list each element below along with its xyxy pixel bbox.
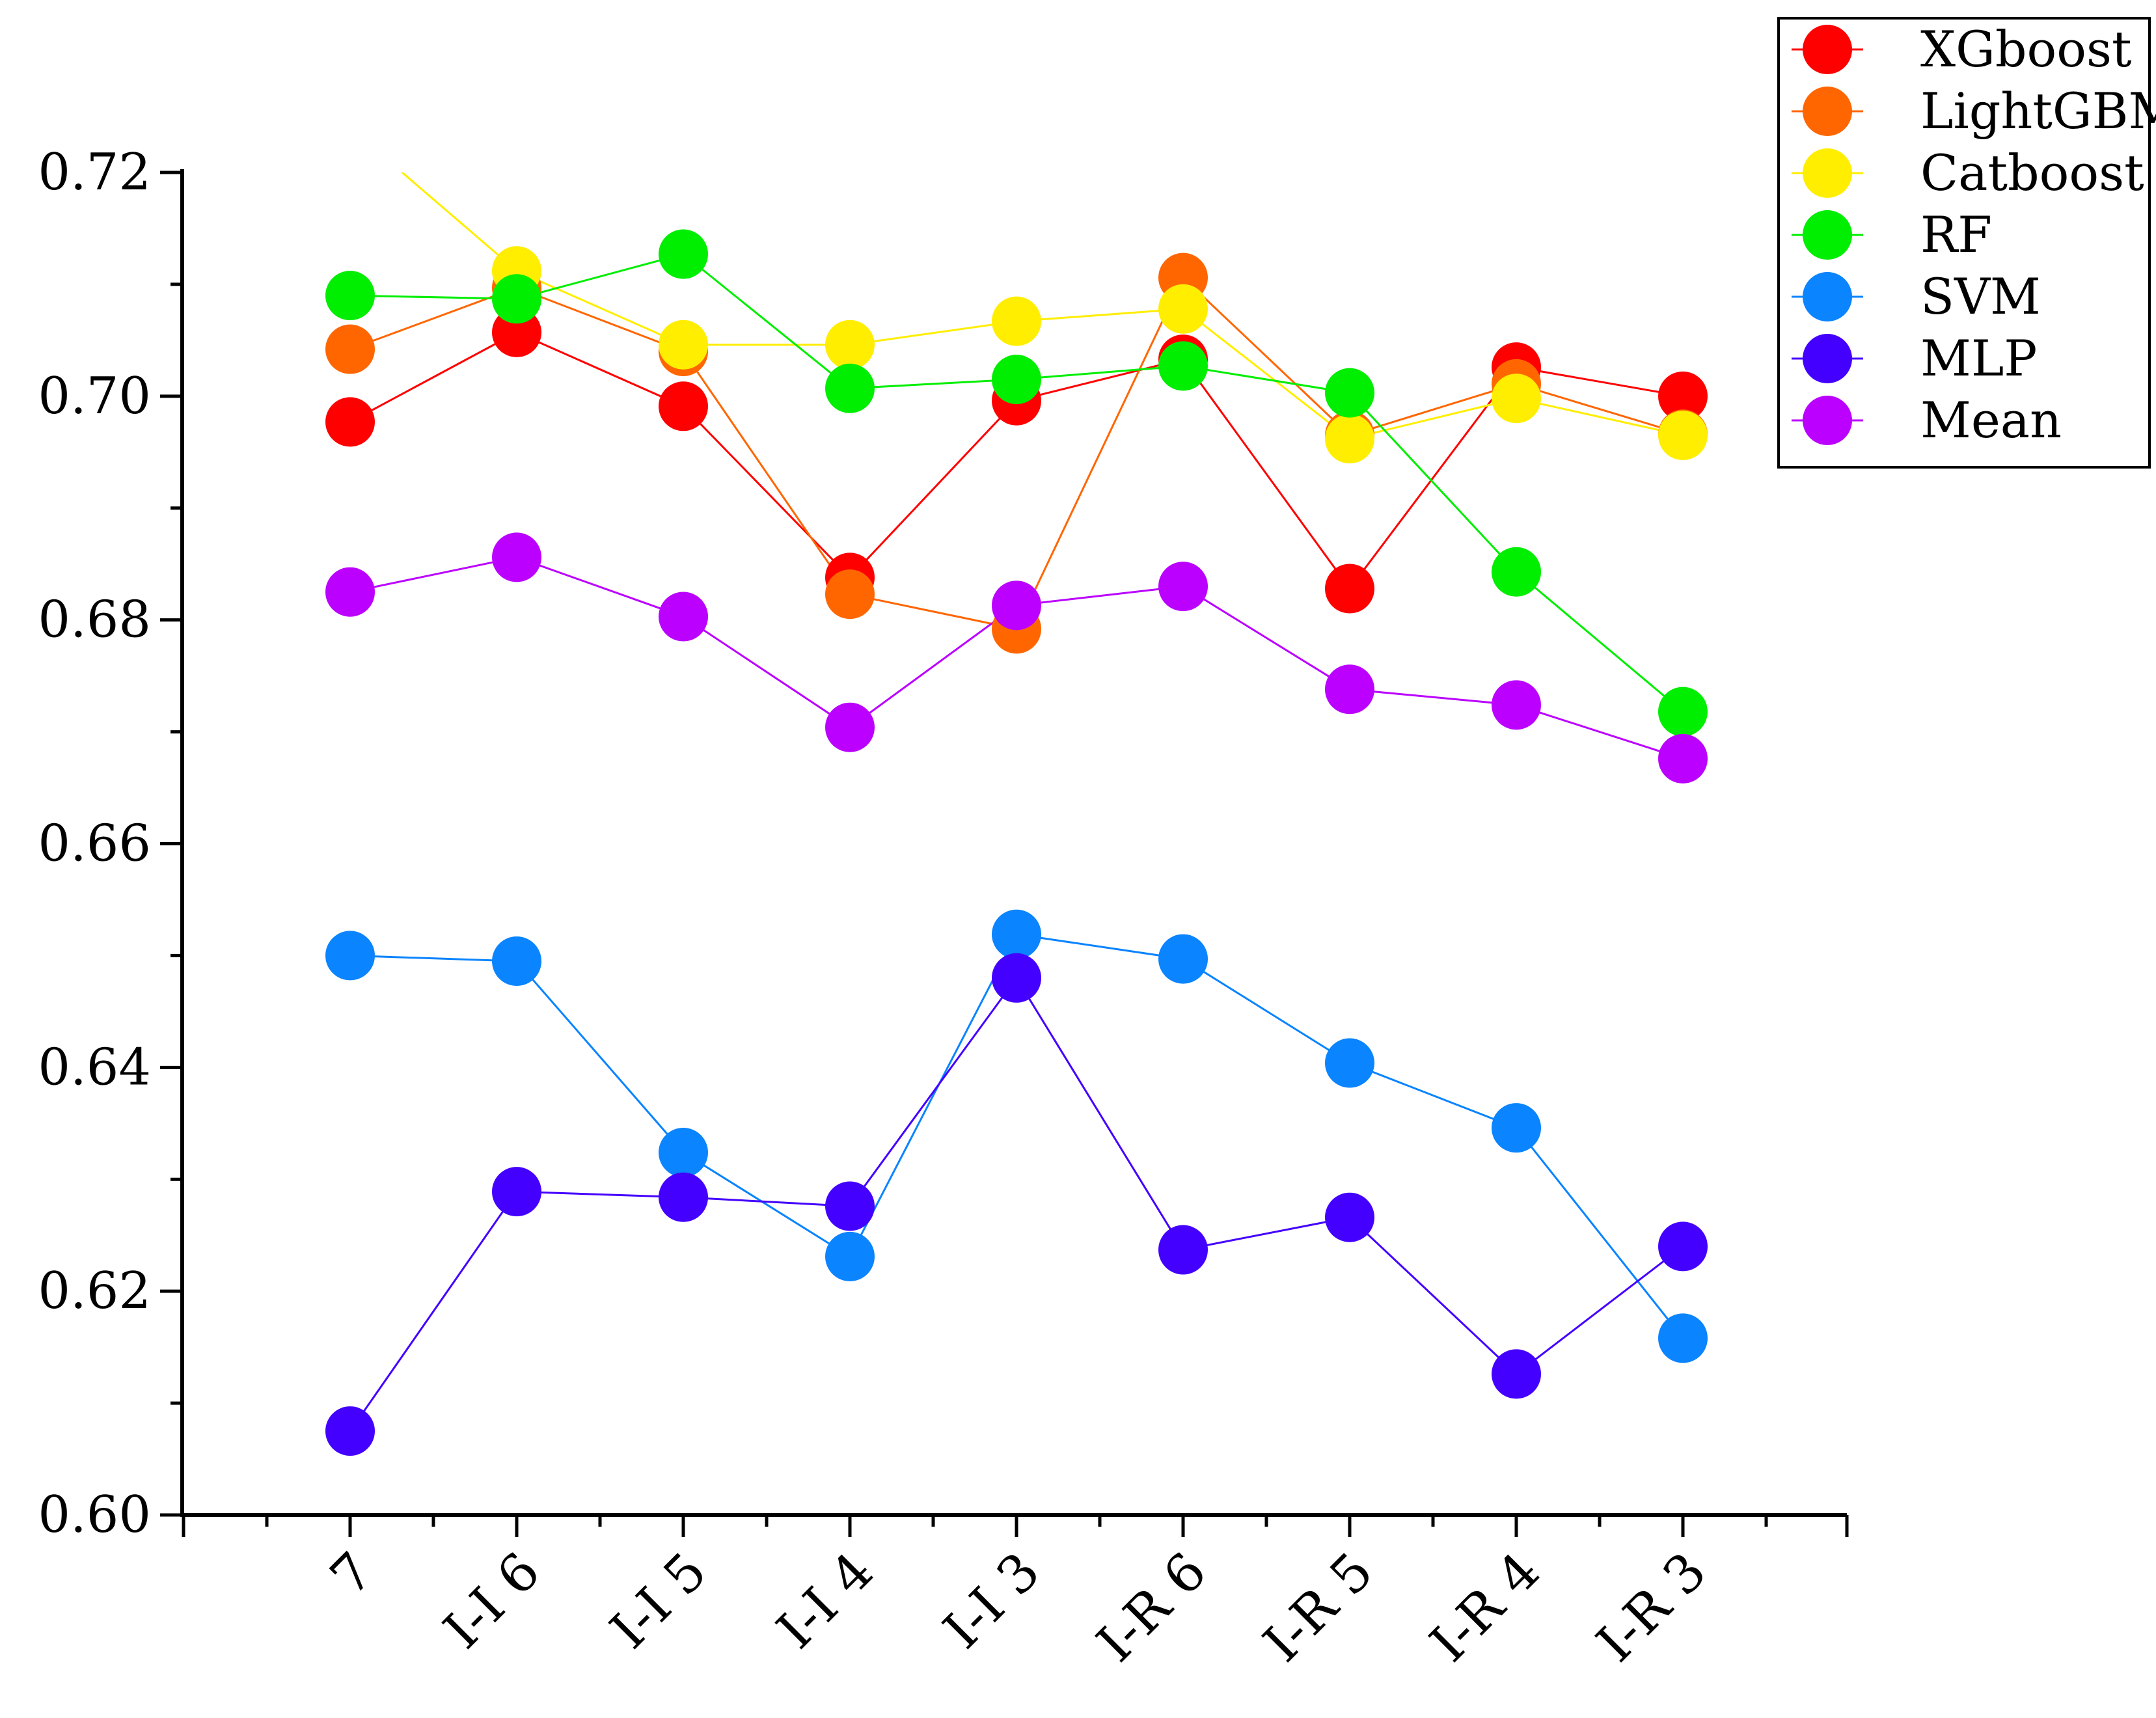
data-point-xgboost (325, 397, 375, 447)
data-point-svm (825, 1231, 875, 1281)
y-tick-label: 0.70 (38, 367, 151, 426)
data-point-mean (492, 532, 541, 582)
data-point-svm (1492, 1103, 1541, 1153)
data-point-svm (1658, 1313, 1708, 1363)
data-point-catboost (825, 320, 875, 370)
data-point-xgboost (1658, 371, 1708, 421)
legend-marker-mean (1803, 396, 1852, 445)
data-point-rf (1492, 547, 1541, 597)
data-point-rf (492, 274, 541, 324)
data-point-mlp (492, 1167, 541, 1217)
y-tick-label: 0.66 (38, 815, 151, 873)
data-point-mean (325, 567, 375, 617)
axes: 0.60 0.62 0.64 0.66 0.68 0.70 0.72 7 I-I 6 I-I 5 I… (38, 143, 1849, 1674)
y-tick-label: 0.60 (38, 1486, 151, 1544)
data-point-mean (659, 592, 708, 642)
legend-marker-rf (1803, 210, 1852, 260)
data-point-mlp (1492, 1349, 1541, 1399)
data-point-rf (1658, 687, 1708, 737)
data-point-mlp (325, 1406, 375, 1456)
x-tick-label: 7 (319, 1541, 385, 1607)
data-point-mean (1492, 680, 1541, 730)
legend-marker-mlp (1803, 334, 1852, 383)
data-point-mlp (992, 953, 1041, 1003)
data-point-svm (992, 909, 1041, 959)
y-tick-label: 0.68 (38, 591, 151, 649)
data-point-mean (1325, 664, 1374, 715)
x-tick-label: I-I 3 (932, 1541, 1052, 1661)
data-point-rf (1325, 368, 1374, 418)
legend-label-mean: Mean (1920, 391, 2062, 449)
data-point-mlp (1325, 1192, 1374, 1242)
data-point-rf (825, 363, 875, 413)
data-point-rf (1158, 341, 1208, 391)
legend-label-rf: RF (1920, 206, 1992, 264)
series-line-mlp (349, 976, 1684, 1432)
data-point-catboost (1658, 411, 1708, 461)
data-point-catboost (1158, 284, 1208, 334)
data-point-catboost (1492, 374, 1541, 424)
data-point-mean (1658, 733, 1708, 784)
data-point-catboost (659, 320, 708, 370)
legend-label-mlp: MLP (1920, 329, 2037, 387)
legend-label-svm: SVM (1920, 267, 2041, 325)
data-point-svm (659, 1127, 708, 1177)
data-point-lightgbm (825, 569, 875, 620)
series-points (325, 229, 1708, 1456)
data-point-mean (825, 702, 875, 752)
x-tick-label: I-R 3 (1585, 1541, 1718, 1674)
y-tick-label: 0.72 (38, 143, 151, 202)
y-tick-label: 0.62 (38, 1262, 151, 1320)
legend-marker-xgboost (1803, 25, 1852, 74)
data-point-catboost (1325, 414, 1374, 464)
data-point-svm (325, 931, 375, 981)
data-point-rf (992, 355, 1041, 405)
data-point-xgboost (659, 381, 708, 431)
y-tick-label: 0.64 (38, 1038, 151, 1097)
data-point-rf (325, 271, 375, 321)
legend-label-lightgbm: LightGBM (1920, 82, 2156, 140)
data-point-lightgbm (325, 324, 375, 374)
data-point-mlp (659, 1172, 708, 1222)
legend-marker-svm (1803, 272, 1852, 321)
data-point-svm (1158, 934, 1208, 984)
data-point-mean (1158, 562, 1208, 612)
data-point-rf (659, 229, 708, 279)
data-point-svm (492, 936, 541, 987)
data-point-mlp (825, 1181, 875, 1231)
x-tick-label: I-I 6 (432, 1541, 552, 1661)
data-point-mlp (1658, 1221, 1708, 1272)
x-tick-label: I-R 5 (1252, 1541, 1385, 1674)
legend-label-xgboost: XGboost (1920, 20, 2132, 78)
data-point-catboost (992, 296, 1041, 346)
x-tick-label: I-R 6 (1085, 1541, 1218, 1674)
data-point-mlp (1158, 1225, 1208, 1275)
legend-label-catboost: Catboost (1920, 144, 2144, 202)
data-point-svm (1325, 1038, 1374, 1088)
legend-marker-catboost (1803, 148, 1852, 198)
legend-marker-lightgbm (1803, 87, 1852, 136)
x-tick-label: I-R 4 (1419, 1541, 1551, 1674)
x-tick-label: I-I 4 (765, 1541, 885, 1661)
data-point-mean (992, 580, 1041, 631)
data-point-xgboost (1325, 564, 1374, 614)
x-tick-label: I-I 5 (599, 1541, 718, 1661)
